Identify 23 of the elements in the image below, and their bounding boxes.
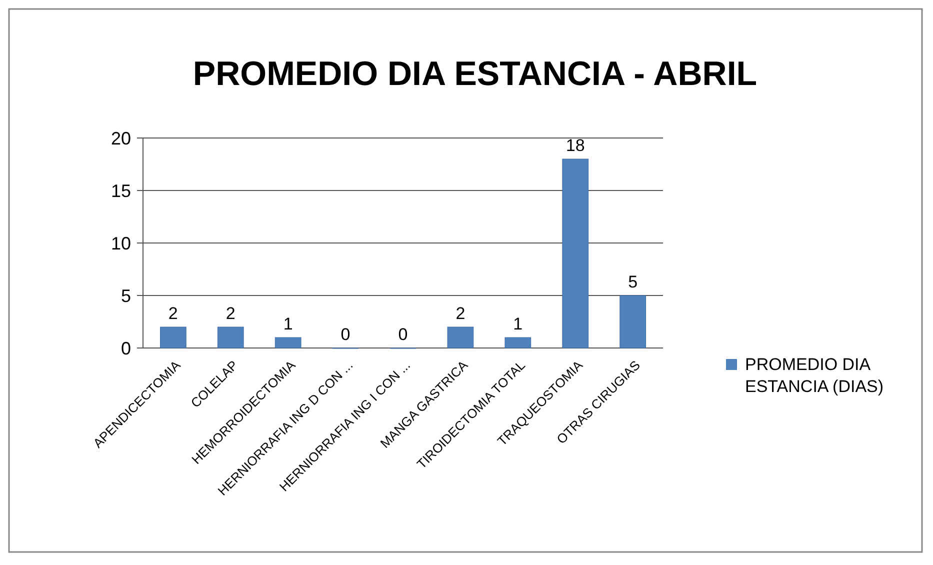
chart-title: PROMEDIO DIA ESTANCIA - ABRIL	[192, 55, 758, 93]
data-label: 0	[398, 325, 408, 344]
data-label: 0	[340, 325, 350, 344]
data-label: 1	[513, 314, 523, 334]
bar	[447, 326, 474, 348]
bar	[160, 326, 186, 348]
bar	[620, 295, 646, 348]
data-label: 2	[168, 304, 178, 323]
y-tick-label: 20	[110, 128, 131, 148]
data-label: 2	[456, 304, 466, 323]
y-tick-label: 5	[120, 286, 131, 306]
bar	[504, 337, 532, 348]
y-tick-label: 10	[110, 233, 131, 254]
bar	[562, 158, 589, 348]
data-label: 1	[283, 314, 293, 334]
bar	[217, 326, 244, 348]
data-label: 5	[628, 272, 638, 292]
legend-label: PROMEDIO DIA ESTANCIA (DIAS)	[745, 355, 884, 396]
data-label: 2	[226, 304, 236, 323]
y-tick-label: 15	[110, 180, 131, 201]
data-label: 18	[566, 136, 585, 155]
y-tick-label: 0	[120, 338, 131, 358]
bar	[274, 337, 302, 348]
